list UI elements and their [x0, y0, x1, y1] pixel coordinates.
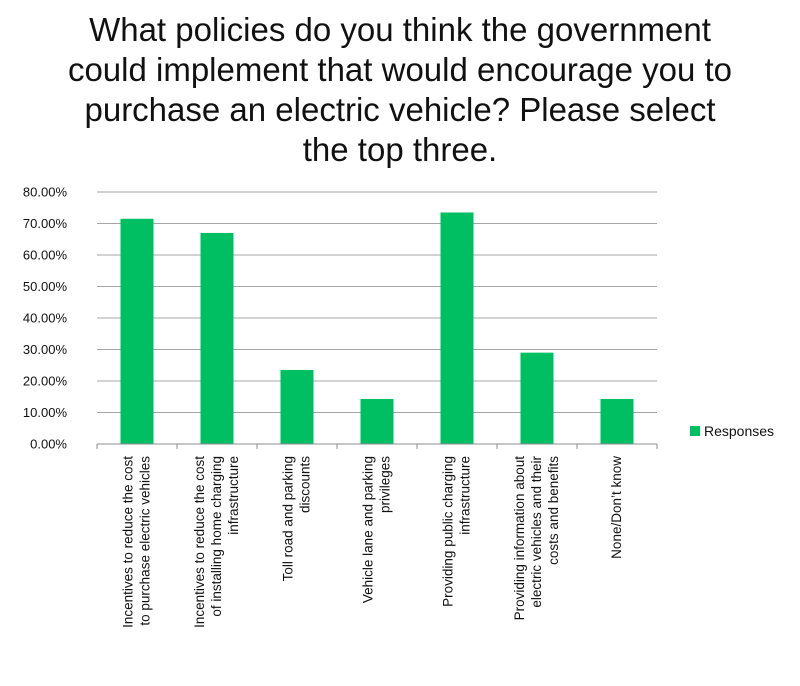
bar: [200, 232, 234, 444]
category-label-line: Providing public charging: [441, 456, 456, 607]
category-label-line: Providing information about: [512, 456, 527, 621]
bar: [120, 218, 154, 444]
category-label: Incentives to reduce the cost of installi…: [192, 456, 241, 628]
bar: [360, 398, 394, 444]
y-tick-label: 50.00%: [23, 279, 68, 294]
category-label-line: infrastructure: [226, 456, 241, 535]
bar: [440, 212, 474, 444]
y-tick-label: 80.00%: [23, 185, 68, 200]
legend: Responses: [690, 423, 774, 439]
category-labels: Incentives to reduce the cost to purchase…: [121, 456, 625, 628]
category-label-line: electric vehicles and their: [529, 456, 544, 608]
bars: [120, 212, 634, 444]
legend-swatch: [690, 426, 700, 436]
category-label: None/Don’t know: [609, 456, 624, 559]
y-tick-label: 0.00%: [30, 437, 67, 452]
category-label-line: Vehicle lane and parking: [361, 456, 376, 603]
chart-title: What policies do you think the governmen…: [67, 11, 733, 168]
y-tick-label: 40.00%: [23, 311, 68, 326]
y-tick-label: 70.00%: [23, 216, 68, 231]
category-label-line: privileges: [378, 456, 393, 513]
category-label-line: costs and benefits: [546, 456, 561, 565]
y-axis-tick-labels: 0.00% 10.00% 20.00% 30.00% 40.00% 50.00% 60.00…: [23, 185, 68, 452]
bar: [520, 352, 554, 444]
category-label-line: discounts: [298, 456, 313, 513]
legend-label: Responses: [704, 423, 774, 439]
category-label: Vehicle lane and parking privileges: [361, 456, 393, 603]
y-tick-label: 30.00%: [23, 342, 68, 357]
y-tick-label: 20.00%: [23, 374, 68, 389]
category-label: Providing public charging infrastructure: [441, 456, 473, 607]
category-label-line: None/Don’t know: [609, 456, 624, 559]
category-label-line: Toll road and parking: [281, 456, 296, 581]
x-axis: [96, 443, 658, 449]
grid-lines: [97, 191, 657, 413]
bar: [280, 369, 314, 444]
y-tick-label: 10.00%: [23, 405, 68, 420]
category-label-line: Incentives to reduce the cost: [192, 456, 207, 628]
category-label-line: infrastructure: [458, 456, 473, 535]
category-label-line: of installing home charging: [209, 456, 224, 617]
bar: [600, 398, 634, 444]
category-label-line: Incentives to reduce the cost: [121, 456, 136, 628]
y-tick-label: 60.00%: [23, 248, 68, 263]
category-label: Toll road and parking discounts: [281, 456, 313, 582]
category-label-line: to purchase electric vehicles: [138, 456, 153, 626]
category-label: Incentives to reduce the cost to purchase…: [121, 456, 153, 628]
category-label: Providing information about electric vehi…: [512, 456, 561, 621]
